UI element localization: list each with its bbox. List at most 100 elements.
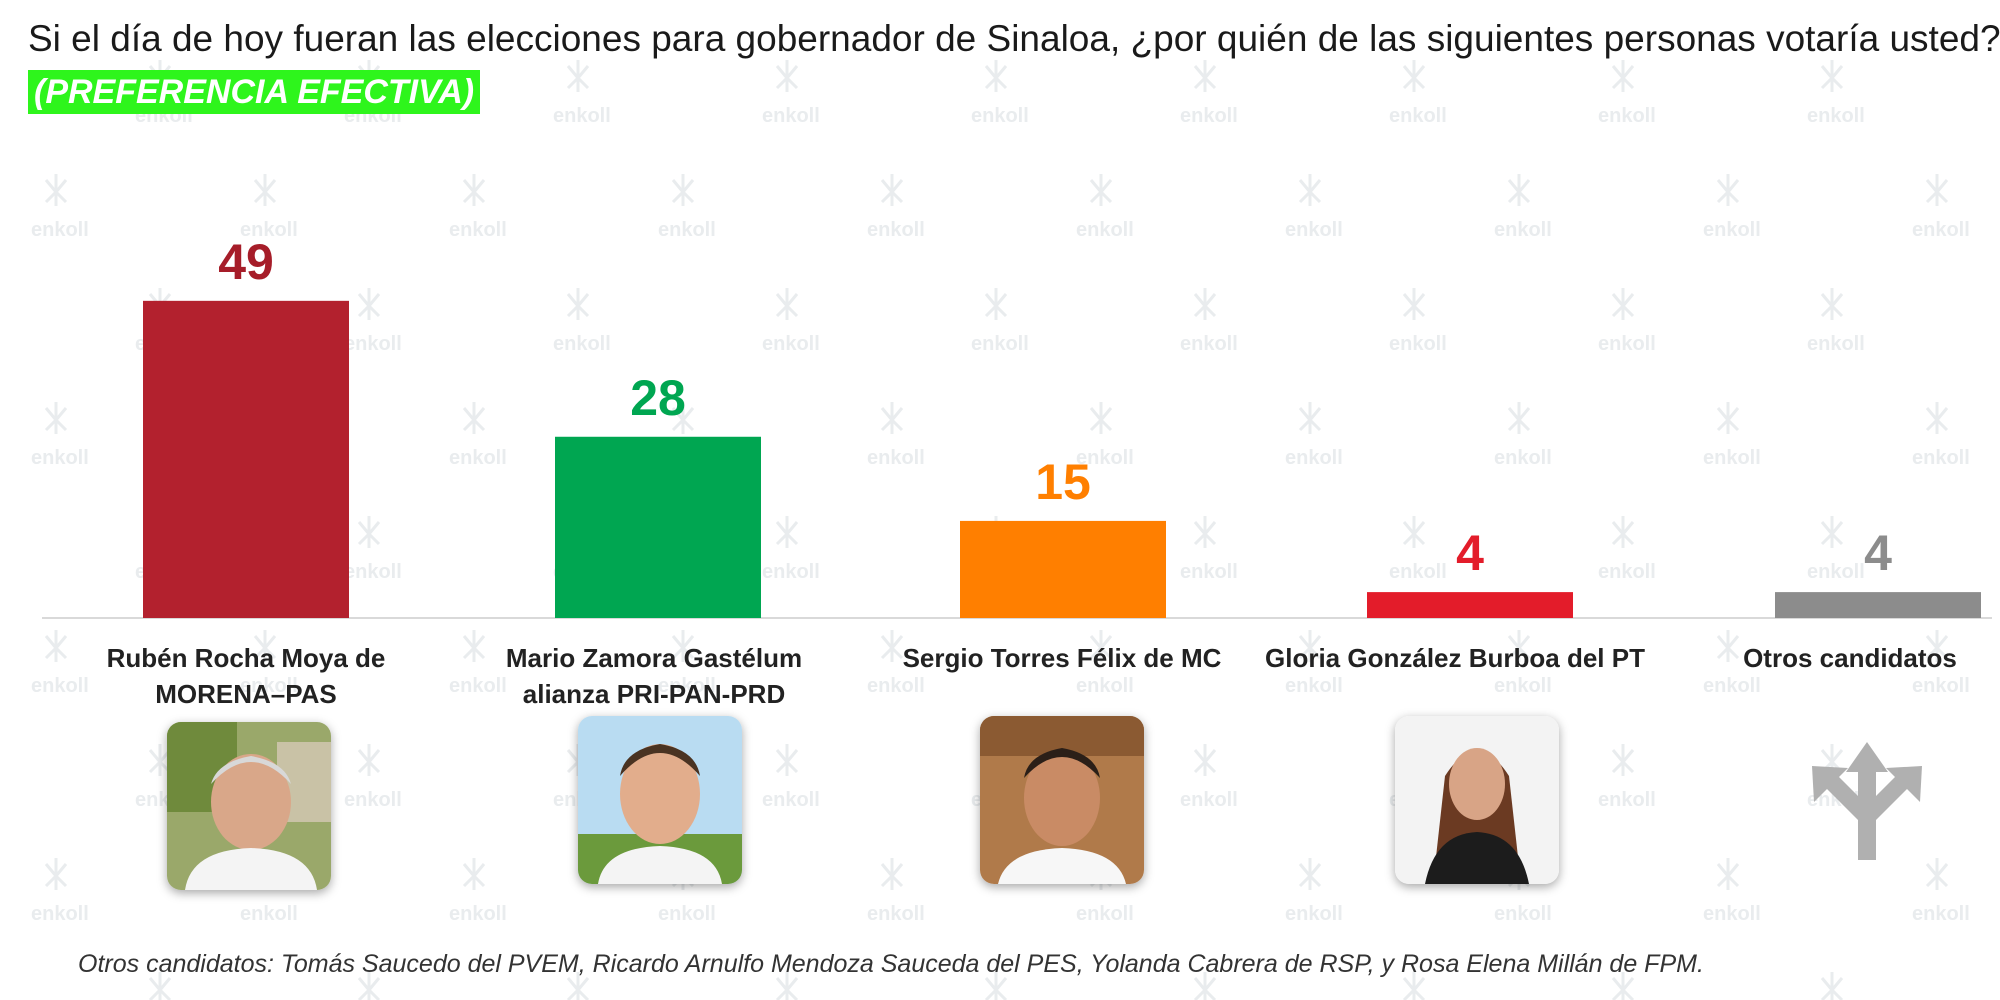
svg-text:enkoll: enkoll xyxy=(971,105,1029,127)
watermark-logo: enkoll xyxy=(1389,288,1447,355)
value-label-4: 4 xyxy=(1456,525,1484,581)
watermark-logo: enkoll xyxy=(867,630,925,697)
watermark-logo: enkoll xyxy=(1912,402,1970,469)
bar-1 xyxy=(143,300,349,618)
watermark-logo: enkoll xyxy=(553,60,611,127)
watermark-logo: enkoll xyxy=(1703,858,1761,925)
candidate-label-rocha: Rubén Rocha Moya de MORENA–PAS xyxy=(66,640,426,712)
svg-text:enkoll: enkoll xyxy=(867,447,925,469)
watermark-logo: enkoll xyxy=(1598,288,1656,355)
svg-text:enkoll: enkoll xyxy=(31,675,89,697)
watermark-logo: enkoll xyxy=(775,972,799,1000)
watermark-logo: enkoll xyxy=(1807,60,1865,127)
watermark-logo: enkoll xyxy=(449,402,507,469)
svg-text:enkoll: enkoll xyxy=(1703,903,1761,925)
candidate-name: Mario Zamora Gastélum xyxy=(505,643,803,673)
svg-text:enkoll: enkoll xyxy=(1912,447,1970,469)
svg-text:enkoll: enkoll xyxy=(1389,561,1447,583)
svg-text:enkoll: enkoll xyxy=(1494,675,1552,697)
svg-text:enkoll: enkoll xyxy=(1703,447,1761,469)
watermark-logo: enkoll xyxy=(1820,972,1844,1000)
watermark-logo: enkoll xyxy=(1076,630,1134,697)
svg-text:enkoll: enkoll xyxy=(240,219,298,241)
svg-text:enkoll: enkoll xyxy=(867,675,925,697)
watermark-logo: enkoll xyxy=(971,288,1029,355)
watermark-logo: enkoll xyxy=(1703,402,1761,469)
svg-text:enkoll: enkoll xyxy=(1076,447,1134,469)
question-title: Si el día de hoy fueran las elecciones p… xyxy=(28,18,2000,59)
watermark-logo: enkoll xyxy=(148,972,172,1000)
svg-text:enkoll: enkoll xyxy=(658,675,716,697)
watermark-logo: enkoll xyxy=(1389,516,1447,583)
svg-text:enkoll: enkoll xyxy=(658,219,716,241)
watermark-logo: enkoll xyxy=(1494,402,1552,469)
watermark-logo: enkoll xyxy=(984,972,1008,1000)
watermark-logo: enkoll xyxy=(344,288,402,355)
svg-text:enkoll: enkoll xyxy=(1285,447,1343,469)
watermark-logo: enkoll xyxy=(1180,516,1238,583)
watermark-logo: enkoll xyxy=(449,858,507,925)
svg-text:enkoll: enkoll xyxy=(762,561,820,583)
svg-text:enkoll: enkoll xyxy=(1912,675,1970,697)
svg-text:enkoll: enkoll xyxy=(1285,219,1343,241)
svg-text:enkoll: enkoll xyxy=(658,903,716,925)
svg-text:enkoll: enkoll xyxy=(1076,675,1134,697)
svg-text:enkoll: enkoll xyxy=(31,447,89,469)
watermark-logo: enkoll xyxy=(1598,60,1656,127)
svg-text:enkoll: enkoll xyxy=(1180,561,1238,583)
svg-text:enkoll: enkoll xyxy=(31,219,89,241)
watermark-logo: enkoll xyxy=(1912,630,1970,697)
svg-text:enkoll: enkoll xyxy=(31,903,89,925)
watermark-logo: enkoll xyxy=(1285,174,1343,241)
svg-text:enkoll: enkoll xyxy=(1598,105,1656,127)
bar-4 xyxy=(1367,592,1573,618)
watermark-logo: enkoll xyxy=(1402,972,1426,1000)
svg-text:enkoll: enkoll xyxy=(762,333,820,355)
watermark-logo: enkoll xyxy=(344,516,402,583)
candidate-party: MORENA–PAS xyxy=(155,679,337,709)
candidate-name: Gloria González Burboa del PT xyxy=(1265,643,1645,673)
bar-2 xyxy=(555,436,761,618)
watermark-logo: enkoll xyxy=(31,402,89,469)
svg-text:enkoll: enkoll xyxy=(1912,903,1970,925)
value-label-2: 28 xyxy=(630,370,686,426)
watermark-logo: enkoll xyxy=(1912,174,1970,241)
watermark-logo: enkoll xyxy=(1076,174,1134,241)
watermark-logo: enkoll xyxy=(1285,402,1343,469)
watermark-logo: enkoll xyxy=(1389,60,1447,127)
svg-text:enkoll: enkoll xyxy=(344,333,402,355)
watermark-logo: enkoll xyxy=(1807,516,1865,583)
watermark-logo: enkoll xyxy=(1912,858,1970,925)
value-label-1: 49 xyxy=(218,234,274,290)
candidate-photo-torres xyxy=(980,716,1144,884)
svg-text:enkoll: enkoll xyxy=(867,903,925,925)
candidate-label-zamora: Mario Zamora Gastélum alianza PRI-PAN-PR… xyxy=(474,640,834,712)
value-label-3: 15 xyxy=(1035,454,1091,510)
svg-text:enkoll: enkoll xyxy=(240,903,298,925)
svg-text:enkoll: enkoll xyxy=(1285,903,1343,925)
watermark-logo: enkoll xyxy=(658,630,716,697)
svg-text:enkoll: enkoll xyxy=(1076,219,1134,241)
watermark-logo: enkoll xyxy=(1193,972,1217,1000)
svg-text:enkoll: enkoll xyxy=(1389,105,1447,127)
watermark-logo: enkoll xyxy=(240,630,298,697)
watermark-logo: enkoll xyxy=(867,858,925,925)
svg-text:enkoll: enkoll xyxy=(867,219,925,241)
watermark-logo: enkoll xyxy=(1076,402,1134,469)
svg-text:enkoll: enkoll xyxy=(1598,789,1656,811)
watermark-logo: enkoll xyxy=(1703,630,1761,697)
value-label-5: 4 xyxy=(1864,525,1892,581)
watermark-logo: enkoll xyxy=(762,60,820,127)
watermark-logo: enkoll xyxy=(31,174,89,241)
candidate-photo-zamora xyxy=(578,716,742,884)
watermark-logo: enkoll xyxy=(1285,630,1343,697)
candidate-photo-gonzalez xyxy=(1395,716,1559,884)
watermark-logo: enkoll xyxy=(1180,288,1238,355)
svg-text:enkoll: enkoll xyxy=(971,333,1029,355)
watermark-logo: enkoll xyxy=(1807,288,1865,355)
watermark-logo: enkoll xyxy=(762,288,820,355)
svg-text:enkoll: enkoll xyxy=(344,789,402,811)
svg-text:enkoll: enkoll xyxy=(449,447,507,469)
svg-text:enkoll: enkoll xyxy=(1703,675,1761,697)
svg-text:enkoll: enkoll xyxy=(553,105,611,127)
